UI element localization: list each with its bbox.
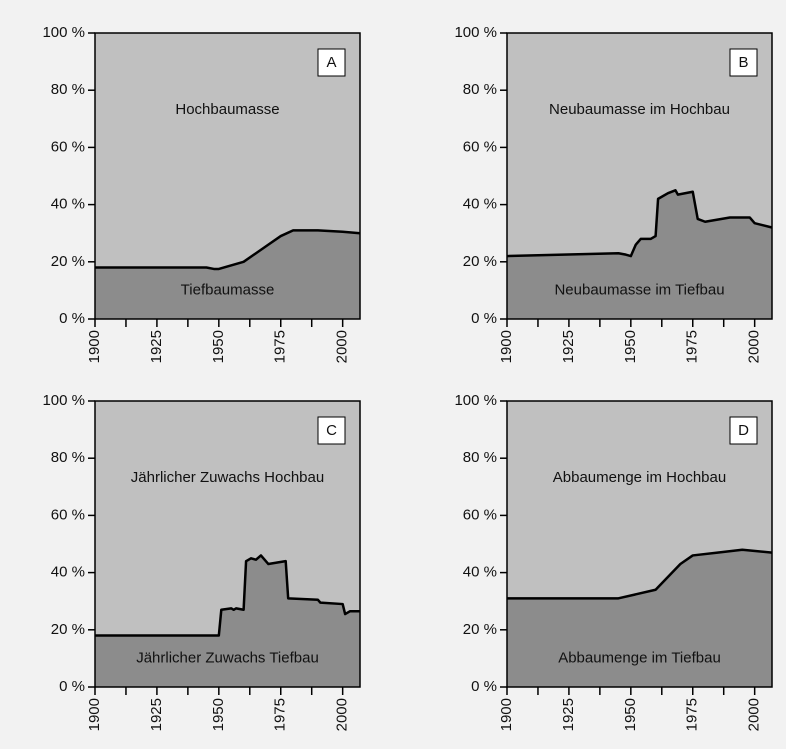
panel-letter-box bbox=[729, 48, 758, 77]
panel-letter: C bbox=[326, 422, 337, 439]
lower-region-label: Tiefbaumasse bbox=[181, 281, 275, 298]
x-tick-label: 1950 bbox=[210, 330, 227, 363]
y-tick-label: 0 % bbox=[471, 678, 497, 695]
x-tick-label: 1975 bbox=[272, 330, 289, 363]
upper-region-label: Abbaumenge im Hochbau bbox=[553, 469, 726, 486]
x-tick-label: 2000 bbox=[334, 330, 351, 363]
y-tick-label: 0 % bbox=[59, 678, 85, 695]
plot-frame bbox=[506, 32, 773, 320]
panel-letter: D bbox=[738, 422, 749, 439]
boundary-line bbox=[95, 229, 361, 271]
lower-region-label: Abbaumenge im Tiefbau bbox=[558, 649, 721, 666]
x-tick-label: 1975 bbox=[684, 698, 701, 731]
plot-frame bbox=[506, 400, 773, 688]
upper-region-label: Neubaumasse im Hochbau bbox=[549, 101, 730, 118]
lower-area bbox=[95, 555, 360, 687]
x-tick-label: 1925 bbox=[148, 698, 165, 731]
lower-area bbox=[95, 230, 360, 319]
y-tick-label: 20 % bbox=[51, 621, 85, 638]
y-tick-label: 100 % bbox=[42, 392, 85, 409]
boundary-line bbox=[507, 548, 773, 600]
x-tick-label: 2000 bbox=[334, 698, 351, 731]
y-tick-label: 80 % bbox=[51, 449, 85, 466]
lower-area bbox=[507, 549, 772, 687]
y-tick-label: 0 % bbox=[471, 310, 497, 327]
upper-region-label: Jährlicher Zuwachs Hochbau bbox=[131, 469, 324, 486]
y-tick-label: 60 % bbox=[51, 506, 85, 523]
panel-letter: B bbox=[738, 54, 748, 71]
lower-region-label: Neubaumasse im Tiefbau bbox=[554, 281, 724, 298]
x-tick-label: 1950 bbox=[210, 698, 227, 731]
boundary-line bbox=[95, 554, 360, 637]
x-tick-label: 2000 bbox=[746, 698, 763, 731]
x-tick-label: 1900 bbox=[498, 330, 515, 363]
y-tick-label: 40 % bbox=[51, 196, 85, 213]
y-tick-label: 100 % bbox=[454, 24, 497, 41]
y-tick-label: 0 % bbox=[59, 310, 85, 327]
y-tick-label: 80 % bbox=[463, 449, 497, 466]
y-tick-label: 100 % bbox=[42, 24, 85, 41]
lower-region-label: Jährlicher Zuwachs Tiefbau bbox=[136, 649, 319, 666]
boundary-line bbox=[506, 189, 773, 258]
upper-region-label: Hochbaumasse bbox=[175, 101, 279, 118]
y-tick-label: 60 % bbox=[463, 506, 497, 523]
y-tick-label: 20 % bbox=[51, 253, 85, 270]
y-tick-label: 80 % bbox=[51, 81, 85, 98]
y-tick-label: 40 % bbox=[463, 564, 497, 581]
panel-letter: A bbox=[326, 54, 336, 71]
x-tick-label: 1950 bbox=[622, 698, 639, 731]
plot-frame bbox=[94, 32, 361, 320]
y-tick-label: 100 % bbox=[454, 392, 497, 409]
x-tick-label: 1925 bbox=[560, 698, 577, 731]
panel-letter-box bbox=[317, 416, 346, 445]
y-tick-label: 80 % bbox=[463, 81, 497, 98]
x-tick-label: 1900 bbox=[86, 330, 103, 363]
y-tick-label: 40 % bbox=[463, 196, 497, 213]
x-tick-label: 1900 bbox=[86, 698, 103, 731]
panel-letter-box bbox=[729, 416, 758, 445]
panel-letter-box bbox=[317, 48, 346, 77]
y-tick-label: 20 % bbox=[463, 253, 497, 270]
y-tick-label: 20 % bbox=[463, 621, 497, 638]
x-tick-label: 2000 bbox=[746, 330, 763, 363]
x-tick-label: 1925 bbox=[560, 330, 577, 363]
y-tick-label: 60 % bbox=[463, 138, 497, 155]
y-tick-label: 40 % bbox=[51, 564, 85, 581]
x-tick-label: 1900 bbox=[498, 698, 515, 731]
x-tick-label: 1975 bbox=[684, 330, 701, 363]
x-tick-label: 1975 bbox=[272, 698, 289, 731]
x-tick-label: 1950 bbox=[622, 330, 639, 363]
plot-frame bbox=[94, 400, 361, 688]
y-tick-label: 60 % bbox=[51, 138, 85, 155]
x-tick-label: 1925 bbox=[148, 330, 165, 363]
